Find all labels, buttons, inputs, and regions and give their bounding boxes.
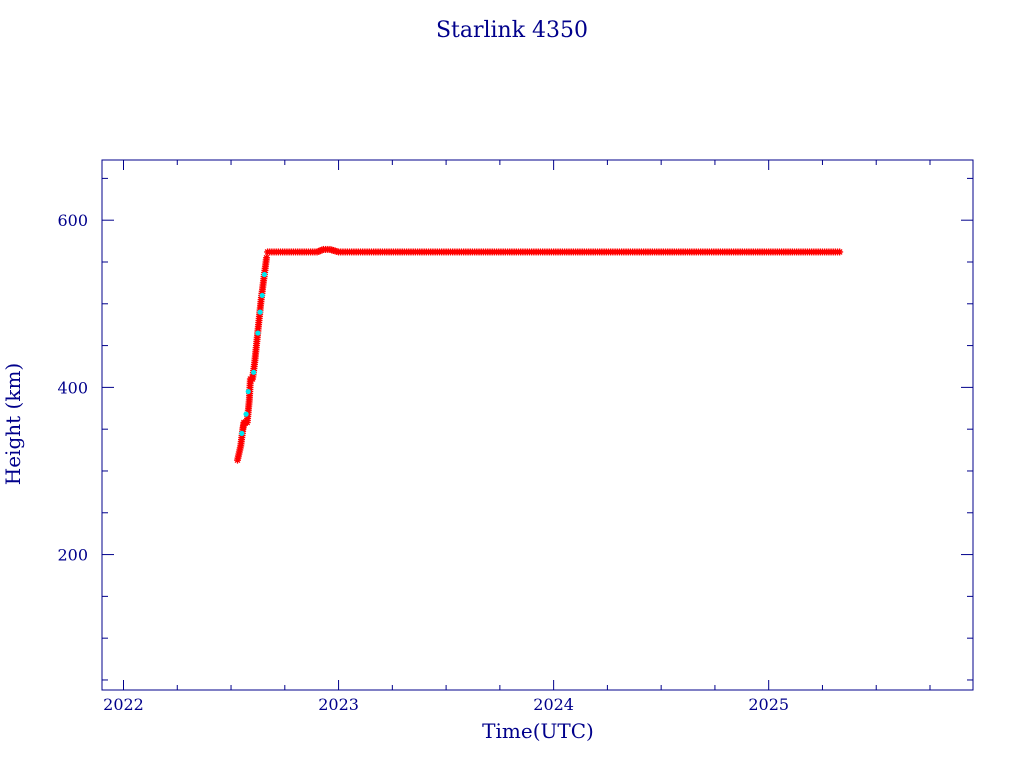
- y-tick-label: 400: [57, 378, 88, 397]
- data-point: [239, 430, 245, 436]
- data-point: [836, 248, 844, 256]
- y-tick-label: 600: [57, 211, 88, 230]
- x-tick-label: 2025: [748, 695, 789, 714]
- data-point: [245, 388, 251, 395]
- plot-frame: [101, 159, 974, 691]
- data-point: [243, 411, 249, 417]
- chart-title: Starlink 4350: [436, 18, 588, 43]
- data-point: [263, 254, 271, 262]
- data-point: [251, 369, 257, 375]
- data-point: [255, 330, 261, 336]
- data-point: [259, 292, 265, 299]
- y-axis-label: Height (km): [1, 363, 25, 485]
- series-layer: [233, 245, 844, 464]
- x-axis-label: Time(UTC): [482, 719, 594, 743]
- data-point: [257, 309, 263, 315]
- plot-border: [101, 159, 974, 691]
- x-tick-label: 2024: [533, 695, 574, 714]
- x-tick-label: 2023: [318, 695, 359, 714]
- x-tick-label: 2022: [103, 695, 144, 714]
- y-axis: 200 400 600: [57, 177, 973, 681]
- data-point: [261, 271, 267, 278]
- y-tick-label: 200: [57, 546, 88, 565]
- x-axis: 2022 2023 2024 2025: [103, 160, 931, 714]
